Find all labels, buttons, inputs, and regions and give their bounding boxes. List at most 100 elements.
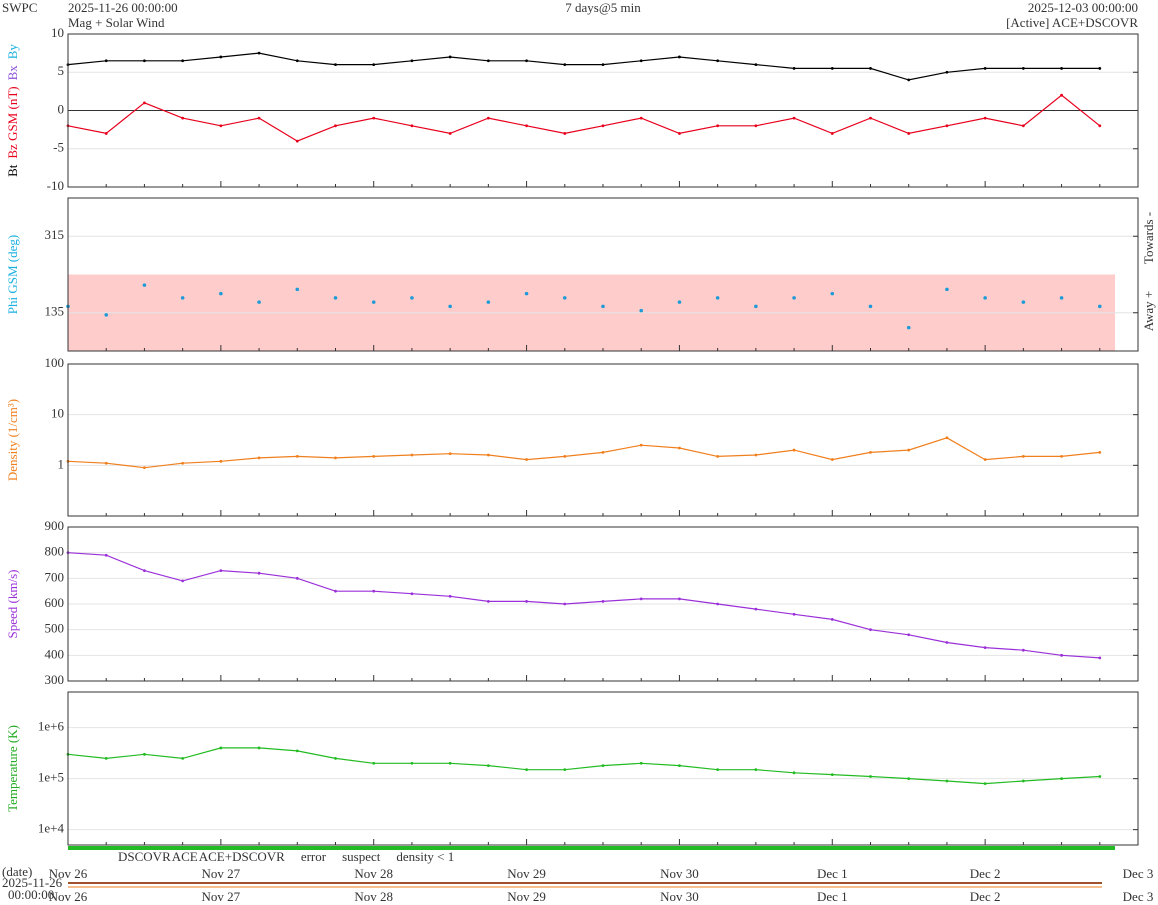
data-point [754,453,758,457]
data-point [333,296,338,300]
data-point [907,448,911,452]
y-axis-label-part: By [5,44,20,60]
source-strip [68,846,1115,850]
series-line [67,437,1100,469]
data-point [181,756,185,760]
data-point [754,304,758,309]
x-tick-label: Dec 1 [817,866,848,881]
x-tick-label: Dec 2 [970,866,1001,881]
data-point [372,589,376,593]
data-point [639,761,643,765]
series-line [67,552,1100,659]
data-point [754,124,758,128]
data-point [180,296,185,300]
data-point [716,768,720,772]
data-point [716,59,720,63]
data-point [563,602,567,606]
data-point [1021,67,1025,70]
data-point [678,764,681,768]
data-point [869,775,872,778]
data-point [792,612,796,616]
data-point [295,59,299,63]
data-point [334,124,337,128]
y-tick-label: 500 [45,621,65,636]
data-point [104,59,108,63]
data-point [1021,648,1025,652]
series-line [67,52,1100,81]
data-point [486,453,490,457]
data-point [601,600,605,603]
data-point [830,773,834,777]
data-point [525,458,528,461]
data-point [792,116,796,120]
data-point [563,455,567,458]
data-point [868,304,873,309]
data-point [983,646,987,650]
y-tick-label: 700 [45,569,65,584]
x-axis-label: (date) [2,864,32,879]
data-point [907,777,911,781]
y-tick-label: 10 [51,406,64,421]
data-point [830,67,834,70]
data-point [830,291,835,296]
data-point [678,132,681,135]
data-point [143,101,146,105]
data-point [716,124,720,128]
data-point [486,764,490,768]
data-point [257,51,261,55]
y-axis-label: Temperature (K) [5,725,20,812]
data-point [143,752,146,756]
y-tick-label: 600 [45,595,65,610]
data-point [295,287,300,292]
data-point [372,63,376,66]
y-tick-label: -10 [47,178,64,193]
y-tick-label: 1e+6 [38,719,65,734]
data-point [945,70,949,74]
x-start: 2025-11-26 [2,875,63,890]
data-point [219,459,223,463]
x-tick-label: Dec 3 [1123,866,1154,881]
data-point [945,641,949,644]
data-point [334,756,337,760]
data-point [295,749,299,753]
data-point [219,124,223,128]
legend-item: error [301,849,327,864]
site: SWPC [2,0,37,15]
y-axis-label-part: Phi GSM (deg) [5,235,20,314]
data-point [639,308,644,313]
data-point [677,300,682,304]
x-tick-label: Nov 29 [507,889,546,904]
data-point [486,600,490,603]
data-point [181,461,185,465]
series-line [67,747,1100,785]
x-tick-label: Dec 2 [970,889,1001,904]
data-point [334,589,337,593]
y-axis-label: Speed (km/s) [5,570,20,639]
y-tick-label: 1 [58,456,65,471]
data-point [945,124,949,128]
data-point [372,761,376,765]
data-point [907,633,911,637]
y-tick-label: 135 [45,304,65,319]
data-point [945,779,949,783]
data-point [525,59,528,63]
data-point [639,597,643,601]
data-point [104,461,108,465]
x-tick-label: Nov 30 [660,889,699,904]
data-point [639,443,643,447]
legend-item: density < 1 [396,849,454,864]
data-point [334,63,337,66]
x-tick-label: Nov 26 [49,889,88,904]
y-tick-label: 800 [45,544,65,559]
data-point [601,450,605,454]
data-point [983,782,987,785]
span: 7 days@5 min [565,0,641,15]
data-point [257,116,261,120]
y-axis-label: Bt Bz GSM (nT) Bx By [5,44,20,177]
legend-item: DSCOVR [118,849,171,864]
sector-label: Away + [1141,291,1156,331]
data-point [334,456,337,460]
data-point [181,116,185,120]
data-point [181,579,185,583]
data-point [448,452,452,456]
